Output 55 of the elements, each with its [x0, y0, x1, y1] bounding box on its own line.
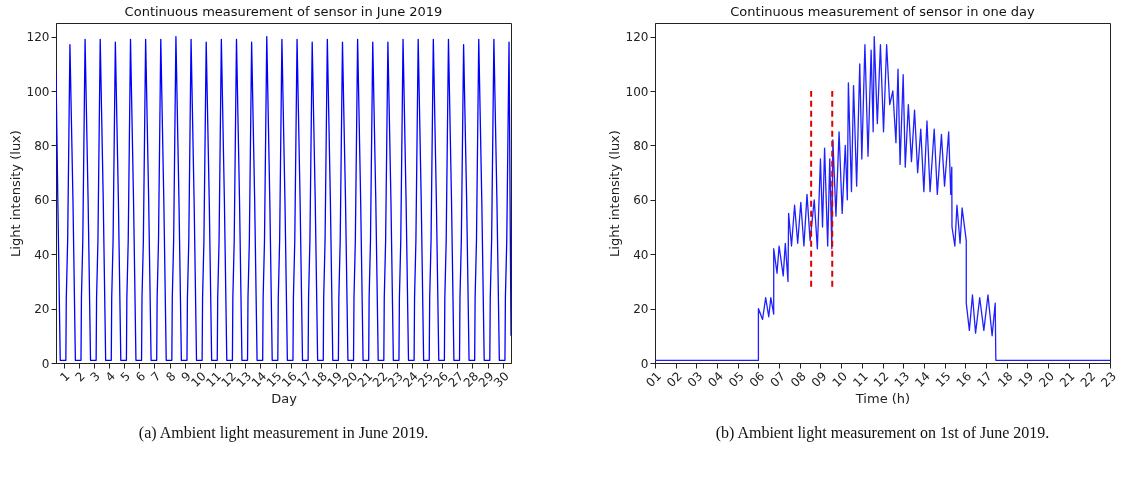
x-tick-label: 30: [490, 369, 512, 390]
y-tick-label: 100: [26, 84, 50, 99]
y-tick-label: 80: [34, 138, 50, 153]
x-tick-label: 18: [994, 369, 1016, 390]
x-tick-label: 15: [932, 369, 954, 390]
x-tick-label: 03: [684, 369, 706, 390]
x-tick-label: 05: [726, 369, 747, 390]
y-tick-label: 0: [640, 356, 649, 371]
x-tick-label: 17: [974, 369, 995, 390]
x-tick-label: 11: [850, 369, 871, 390]
x-tick-label: 09: [808, 369, 830, 390]
y-tick-label: 40: [633, 247, 649, 262]
x-tick-label: 2: [72, 369, 88, 385]
chart-title: Continuous measurement of sensor in one day: [730, 4, 1036, 19]
y-tick-label: 100: [625, 84, 649, 99]
line-series: [655, 35, 1110, 361]
x-tick-label: 01: [643, 369, 664, 390]
y-tick-label: 60: [34, 193, 50, 208]
x-tick-label: 04: [705, 369, 727, 390]
y-tick-label: 60: [633, 193, 649, 208]
x-axis-title: Day: [271, 391, 298, 407]
y-tick-label: 40: [34, 247, 50, 262]
y-tick-label: 120: [625, 30, 649, 45]
x-tick-label: 23: [1098, 369, 1119, 390]
y-tick-label: 120: [26, 30, 50, 45]
x-tick-label: 20: [1036, 369, 1057, 390]
x-axis-title: Time (h): [854, 391, 911, 407]
x-tick-label: 16: [953, 369, 975, 390]
chart-title: Continuous measurement of sensor in June 2019: [124, 4, 443, 19]
y-tick-label: 0: [41, 356, 50, 371]
x-tick-label: 22: [1077, 369, 1099, 390]
x-tick-label: 4: [102, 369, 118, 385]
x-tick-label: 8: [163, 369, 179, 385]
x-tick-label: 06: [746, 369, 768, 390]
y-axis-title: Light intensity (lux): [606, 130, 622, 257]
x-tick-label: 6: [132, 369, 149, 385]
y-tick-label: 20: [633, 302, 649, 317]
x-tick-label: 5: [117, 369, 134, 385]
x-tick-label: 13: [891, 369, 913, 390]
x-tick-label: 02: [663, 369, 685, 390]
text: (a) Ambient light measurement in June 2019.: [138, 424, 429, 442]
x-tick-label: 07: [767, 369, 789, 390]
x-tick-label: 10: [829, 369, 851, 390]
text: (b) Ambient light measurement on 1st of June 2019.: [715, 424, 1050, 442]
x-tick-label: 21: [1056, 369, 1078, 390]
y-tick-label: 20: [34, 302, 50, 317]
x-tick-label: 19: [1015, 369, 1037, 390]
x-tick-label: 14: [912, 369, 933, 390]
x-tick-label: 12: [870, 369, 892, 390]
x-tick-label: 7: [148, 369, 164, 385]
x-tick-label: 08: [788, 369, 809, 390]
x-tick-label: 3: [87, 369, 103, 385]
x-tick-label: 1: [57, 369, 73, 385]
y-axis-title: Light intensity (lux): [7, 130, 23, 257]
y-tick-label: 80: [633, 138, 649, 153]
